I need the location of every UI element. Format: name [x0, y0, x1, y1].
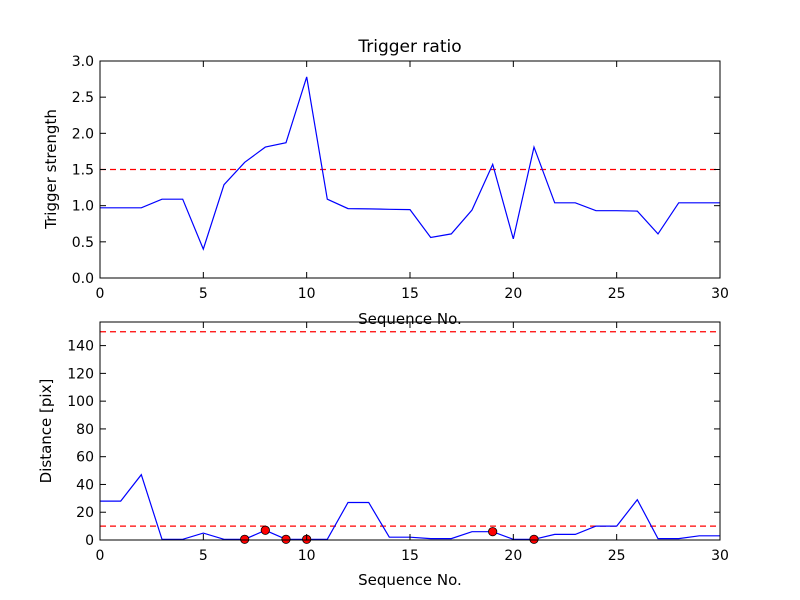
y-tick-label: 0.5 — [72, 235, 94, 251]
x-tick-label: 5 — [199, 286, 208, 302]
y-tick-label: 20 — [76, 505, 94, 521]
highlight-point — [529, 534, 539, 544]
x-axis-label: Sequence No. — [358, 571, 462, 589]
plot-frame — [99, 321, 721, 541]
y-tick-label: 80 — [76, 422, 94, 438]
x-tick-label: 25 — [608, 286, 626, 302]
y-tick-label: 2.5 — [72, 90, 94, 106]
highlight-point — [260, 525, 270, 535]
x-tick-label: 15 — [401, 286, 419, 302]
x-tick-label: 15 — [401, 548, 419, 564]
highlight-point — [281, 534, 291, 544]
y-tick-label: 60 — [76, 450, 94, 466]
trigger-ratio-chart: Trigger ratio Sequence No. Trigger stren… — [42, 37, 729, 328]
y-tick-label: 40 — [76, 477, 94, 493]
x-tick-label: 5 — [199, 548, 208, 564]
y-tick-label: 120 — [67, 366, 94, 382]
x-tick-label: 10 — [298, 548, 316, 564]
highlight-point — [240, 534, 250, 544]
series-line — [100, 76, 720, 251]
x-tick-label: 0 — [96, 286, 105, 302]
x-axis-label: Sequence No. — [358, 310, 462, 328]
distance-chart: Sequence No. Distance [pix] 0 5 10 15 20 25 30… — [37, 321, 729, 589]
x-tick-label: 10 — [298, 286, 316, 302]
x-tick-label: 30 — [711, 286, 729, 302]
x-tick-label: 25 — [608, 548, 626, 564]
x-tick-label: 30 — [711, 548, 729, 564]
y-tick-label: 3.0 — [72, 54, 94, 70]
y-tick-label: 0 — [85, 533, 94, 549]
x-tick-label: 0 — [96, 548, 105, 564]
y-axis-label: Distance [pix] — [37, 379, 55, 484]
series-line — [100, 473, 720, 540]
y-tick-label: 2.0 — [72, 126, 94, 142]
y-tick-label: 140 — [67, 339, 94, 355]
y-tick-label: 100 — [67, 394, 94, 410]
highlight-point — [488, 527, 498, 537]
x-tick-label: 20 — [504, 286, 522, 302]
x-tick-label: 20 — [504, 548, 522, 564]
y-tick-label: 0.0 — [72, 271, 94, 287]
chart-title: Trigger ratio — [357, 37, 461, 57]
y-axis-label: Trigger strength — [42, 109, 60, 230]
y-tick-label: 1.5 — [72, 163, 94, 179]
y-tick-label: 1.0 — [72, 199, 94, 215]
